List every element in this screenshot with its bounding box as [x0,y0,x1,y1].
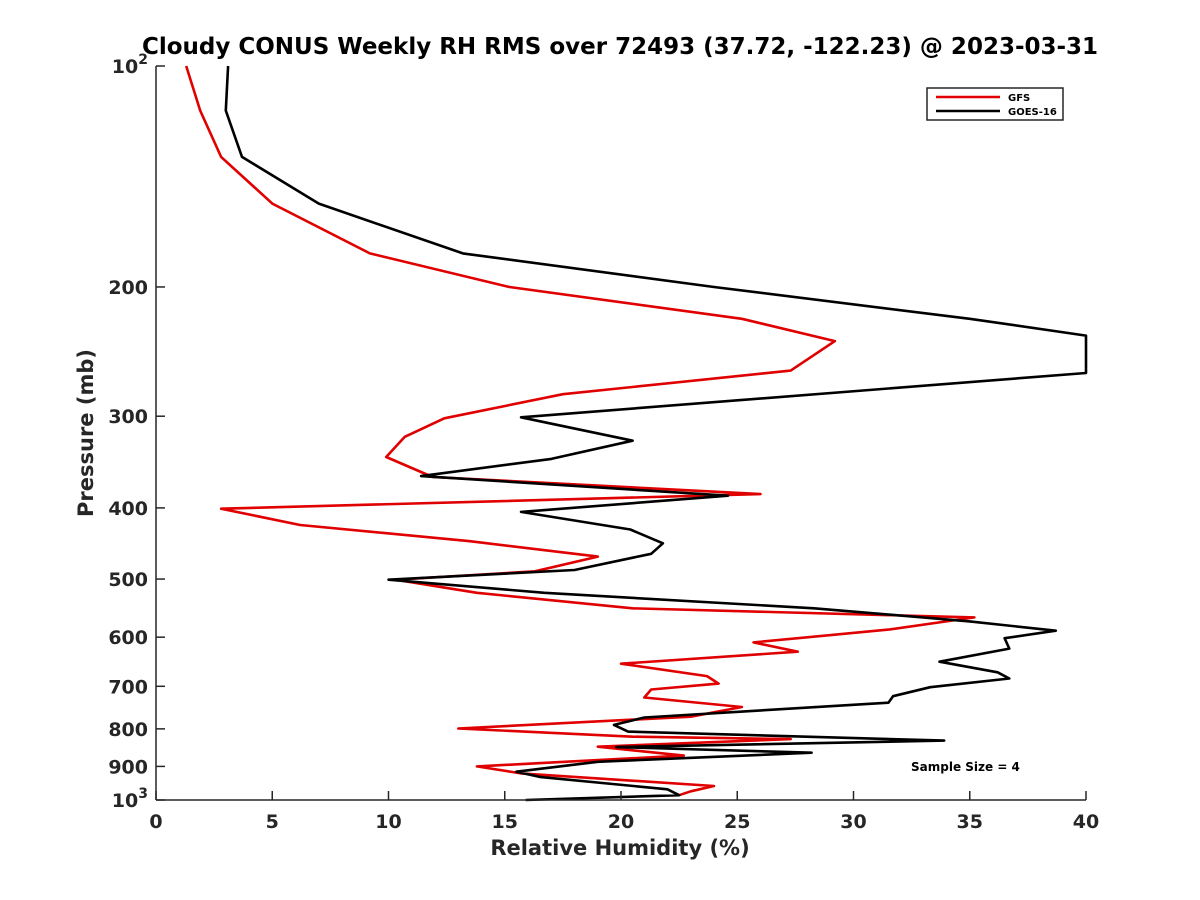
series-line-goes-16 [224,65,1088,802]
y-tick-label: 300 [108,406,148,428]
legend-label-goes-16: GOES-16 [1008,107,1057,118]
x-tick-label: 30 [840,811,866,833]
x-tick-label: 25 [724,811,750,833]
y-tick-label: 500 [108,569,148,591]
legend: GFS GOES-16 [926,87,1064,121]
x-tick-label: 15 [492,811,518,833]
series-layer [184,65,1088,802]
x-axis-label: Relative Humidity (%) [490,836,749,860]
y-tick-label: 200 [108,277,148,299]
axes-layer: 0 5 10 15 20 25 30 35 40 102 200 300 400 500 600 700 800… [108,52,1099,833]
x-tick-label: 35 [957,811,983,833]
y-tick-label: 900 [108,756,148,778]
legend-box [926,87,1064,121]
y-axis-label: Pressure (mb) [74,349,98,517]
x-tick-label: 40 [1073,811,1099,833]
y-tick-label: 600 [108,627,148,649]
series-line-gfs [184,65,976,797]
x-tick-label: 20 [608,811,634,833]
sample-size-annotation: Sample Size = 4 [911,760,1020,774]
y-tick-label: 700 [108,676,148,698]
x-tick-label: 5 [266,811,279,833]
x-tick-label: 10 [375,811,401,833]
legend-label-gfs: GFS [1008,93,1030,104]
y-tick-label: 102 [112,52,148,78]
chart-title: Cloudy CONUS Weekly RH RMS over 72493 (3… [142,34,1098,60]
y-tick-label: 103 [112,786,148,812]
x-tick-label: 0 [149,811,162,833]
y-tick-label: 800 [108,719,148,741]
y-tick-label: 400 [108,498,148,520]
